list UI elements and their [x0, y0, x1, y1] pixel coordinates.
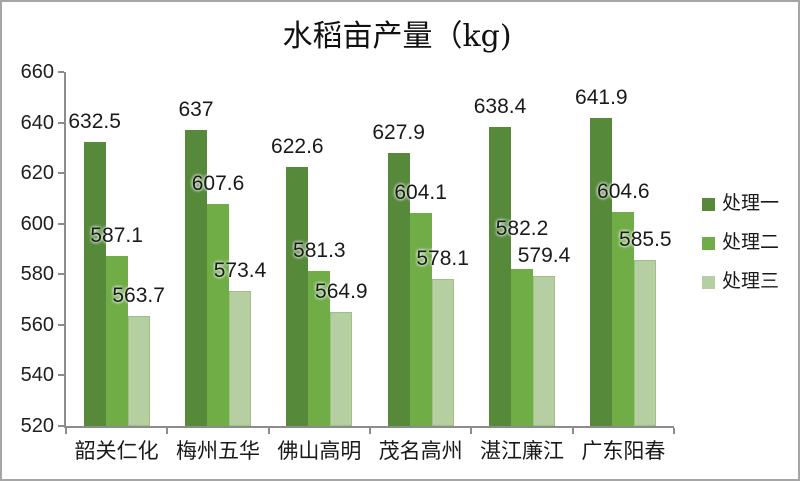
y-axis-tick [58, 71, 64, 73]
data-label: 637 [178, 98, 214, 122]
data-label: 563.7 [112, 283, 165, 307]
y-axis-label: 560 [20, 313, 54, 336]
chart-title: 水稻亩产量（kg) [282, 19, 512, 54]
legend-label: 处理二 [722, 232, 780, 253]
legend-item: 处理三 [702, 272, 779, 292]
bar-处理一-茂名高州 [387, 153, 410, 426]
y-axis-label: 660 [20, 61, 54, 83]
bar-处理一-韶关仁化 [83, 141, 106, 426]
data-label: 582.2 [495, 216, 549, 240]
data-label: 641.9 [575, 85, 628, 109]
data-label: 607.6 [191, 172, 245, 196]
bar-处理一-湛江廉江 [489, 126, 511, 426]
data-label: 579.4 [517, 243, 571, 267]
data-label: 604.6 [597, 180, 650, 204]
data-label: 587.1 [90, 224, 143, 248]
legend: 处理一 处理二 处理三 [702, 194, 779, 292]
legend-swatch-icon [702, 236, 715, 250]
bar-处理二-佛山高明 [308, 270, 331, 426]
data-label: 564.9 [315, 280, 368, 304]
data-label: 632.5 [68, 109, 121, 133]
bar-处理三-梅州五华 [229, 290, 251, 426]
bar-处理一-梅州五华 [185, 130, 207, 426]
bar-处理三-湛江廉江 [533, 275, 555, 426]
y-axis-label: 520 [20, 415, 54, 437]
x-axis-tick [673, 428, 675, 434]
bar-处理二-梅州五华 [207, 204, 229, 426]
y-axis-tick [58, 425, 64, 427]
y-axis-tick [58, 222, 64, 225]
data-label: 573.4 [213, 258, 267, 282]
x-axis-label: 湛江廉江 [480, 440, 564, 463]
y-axis-tick [58, 323, 64, 326]
data-label: 604.1 [394, 181, 447, 205]
data-label: 627.9 [372, 121, 425, 145]
data-label: 585.5 [619, 228, 672, 252]
data-label: 581.3 [293, 238, 346, 262]
bar-处理一-佛山高明 [286, 166, 309, 426]
y-axis-label: 620 [20, 162, 54, 185]
data-label: 578.1 [416, 247, 469, 271]
data-label: 638.4 [473, 94, 527, 118]
bar-处理二-湛江廉江 [511, 268, 533, 426]
y-axis-label: 540 [20, 364, 54, 387]
y-axis-tick [58, 121, 64, 124]
bar-处理三-茂名高州 [431, 279, 454, 426]
x-axis-tick [369, 428, 371, 434]
bar-处理三-佛山高明 [330, 312, 353, 426]
bar-处理三-广东阳春 [634, 260, 657, 426]
y-axis-label: 600 [20, 212, 54, 235]
y-axis-tick [58, 273, 64, 276]
x-axis-label: 茂名高州 [378, 440, 463, 463]
x-axis-label: 佛山高明 [277, 440, 362, 463]
legend-label: 处理一 [722, 193, 780, 214]
y-axis-tick [58, 374, 64, 377]
x-axis-tick [470, 428, 473, 434]
legend-swatch-icon [702, 197, 715, 211]
bar-处理二-韶关仁化 [105, 256, 128, 426]
bar-处理一-广东阳春 [590, 117, 613, 426]
x-axis-tick [267, 428, 270, 434]
x-axis-label: 广东阳春 [581, 440, 666, 463]
y-axis-tick [58, 172, 64, 175]
y-axis-label: 640 [20, 111, 54, 134]
legend-swatch-icon [702, 275, 715, 289]
x-axis-tick [571, 428, 574, 434]
x-axis-tick [166, 428, 169, 434]
x-axis-label: 韶关仁化 [74, 440, 159, 463]
bar-处理二-茂名高州 [409, 213, 432, 426]
data-label: 622.6 [271, 134, 324, 158]
bar-处理三-韶关仁化 [127, 315, 150, 426]
plot-area [64, 72, 674, 428]
x-axis-tick [65, 428, 67, 434]
legend-item: 处理一 [702, 194, 779, 214]
legend-label: 处理三 [722, 271, 780, 292]
x-axis-label: 梅州五华 [176, 440, 260, 463]
legend-item: 处理二 [702, 233, 779, 253]
y-axis-label: 580 [20, 263, 54, 286]
bar-处理二-广东阳春 [612, 212, 635, 426]
